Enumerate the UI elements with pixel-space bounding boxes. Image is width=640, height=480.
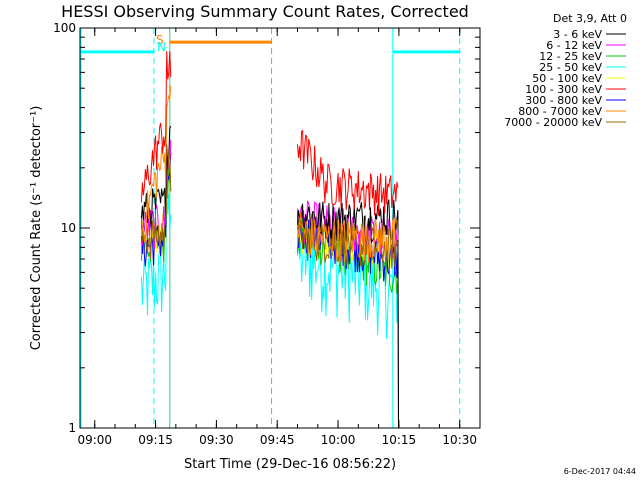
x-tick-label: 09:45 (260, 433, 295, 447)
legend-label: 12 - 25 keV (539, 50, 602, 63)
legend-label: 25 - 50 keV (539, 61, 602, 74)
y-tick-label: 10 (61, 221, 76, 235)
x-tick-label: 09:15 (138, 433, 173, 447)
legend-label: 800 - 7000 keV (518, 105, 602, 118)
observing-intervals (80, 28, 461, 428)
x-tick-label: 09:30 (199, 433, 234, 447)
x-tick-label: 10:00 (321, 433, 356, 447)
y-tick-label: 1 (68, 421, 76, 435)
series-line-3 (140, 191, 172, 316)
chart-title: HESSI Observing Summary Count Rates, Cor… (61, 2, 469, 21)
legend-label: 6 - 12 keV (546, 39, 602, 52)
series-line-5 (297, 129, 399, 216)
x-axis-label: Start Time (29-Dec-16 08:56:22) (184, 457, 396, 472)
y-tick-label: 100 (53, 21, 76, 35)
x-tick-label: 10:30 (442, 433, 477, 447)
series-line-7 (297, 212, 399, 263)
x-axis-ticks: 09:00 09:15 09:30 09:45 10:00 10:15 10:30 (77, 28, 481, 447)
legend-label: 50 - 100 keV (532, 72, 602, 85)
series-line-5 (140, 51, 172, 203)
annotation-s: S (156, 33, 164, 47)
legend-label: 3 - 6 keV (553, 28, 602, 41)
y-axis-ticks: 1 10 100 (53, 21, 480, 435)
annotation-n: N (157, 40, 166, 54)
legend-label: 7000 - 20000 keV (504, 116, 602, 129)
y-axis-label: Corrected Count Rate (s⁻¹ detector⁻¹) (29, 106, 44, 351)
legend-header: Det 3,9, Att 0 (553, 12, 627, 25)
legend-label: 100 - 300 keV (525, 83, 602, 96)
plot-frame (79, 27, 481, 429)
timestamp-stamp: 6-Dec-2017 04:44 (564, 467, 636, 476)
legend-label: 300 - 800 keV (525, 94, 602, 107)
series-line-7 (140, 85, 172, 243)
series-line-8 (140, 153, 172, 259)
x-tick-label: 10:15 (382, 433, 417, 447)
x-tick-label: 09:00 (77, 433, 112, 447)
series-lines (140, 51, 399, 429)
